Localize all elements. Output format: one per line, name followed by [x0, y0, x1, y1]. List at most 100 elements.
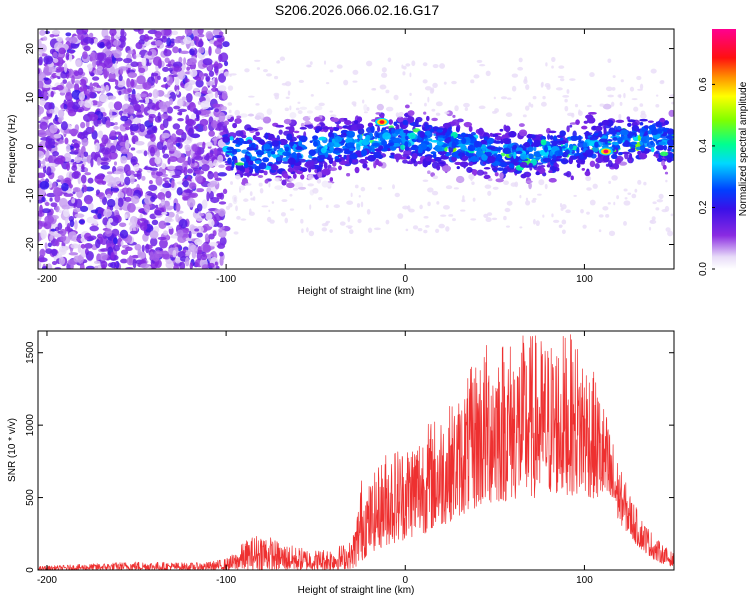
spectrogram-cell	[649, 219, 657, 224]
spectrogram-cell	[427, 96, 430, 103]
spectrogram-cell	[159, 238, 168, 249]
spectrogram-cell	[190, 149, 194, 158]
spectrogram-cell	[84, 172, 92, 176]
spectrogram-cell	[607, 202, 611, 205]
spectrogram-cell	[286, 133, 293, 141]
spectrogram-cell	[318, 196, 323, 201]
spectrogram-cell	[514, 181, 519, 188]
spectrogram-cell	[105, 84, 110, 93]
spectrogram-cell	[262, 116, 271, 124]
spectrogram-cell	[106, 41, 112, 50]
spectrogram-cell	[44, 242, 48, 250]
spectrogram-cell	[563, 172, 570, 177]
spectrogram-cell	[158, 220, 167, 229]
spectrogram-cell	[545, 62, 548, 67]
spectrogram-cell	[199, 118, 209, 126]
spectrogram-cell	[512, 144, 518, 150]
spectrogram-cell	[391, 128, 395, 134]
spectrogram-cell	[292, 173, 297, 179]
spectrogram-cell	[70, 264, 74, 269]
spectrogram-cell	[94, 265, 99, 269]
spectrogram-cell	[116, 31, 121, 37]
spectrogram-cell	[38, 150, 45, 159]
spectrogram-cell	[425, 155, 432, 162]
spectrogram-cell	[392, 142, 401, 147]
spectrogram-cell	[128, 222, 133, 226]
spectrogram-cell	[52, 181, 57, 189]
spectrogram-cell	[605, 86, 613, 92]
spectrogram-cell	[412, 124, 422, 127]
spectrogram-cell	[156, 150, 161, 158]
spectrogram-cell	[287, 167, 294, 173]
spectrogram-cell	[630, 147, 636, 151]
spectrogram-cell	[268, 209, 271, 213]
spectrogram-cell	[382, 129, 389, 133]
spectrogram-cell	[118, 90, 122, 96]
spectrogram-cell	[213, 171, 219, 179]
spectrogram-cell	[639, 144, 646, 152]
spectrogram-cell	[461, 137, 467, 145]
spectrogram-cell	[444, 132, 450, 137]
spectrogram-cell	[173, 169, 182, 176]
spectrogram-cell	[194, 247, 198, 254]
spectrogram-cell	[424, 86, 432, 91]
spectrogram-cell	[181, 96, 187, 102]
spectrogram-cell	[470, 155, 478, 163]
spectrogram-cell	[208, 242, 219, 247]
spectrogram-cell	[279, 56, 286, 61]
spectrogram-cell	[471, 181, 475, 185]
spectrogram-cell	[71, 75, 75, 85]
spectrogram-cell	[236, 118, 241, 124]
spectrogram-cell	[83, 185, 88, 193]
spectrogram-cell	[147, 109, 157, 115]
spectrogram-cell	[203, 73, 209, 77]
spectrogram-cell	[423, 216, 429, 219]
spectrogram-cell	[201, 164, 210, 172]
spectrogram-cell	[304, 124, 312, 127]
spectrogram-cell	[81, 163, 85, 170]
spectrogram-cell	[581, 168, 585, 171]
spectrogram-cell	[283, 118, 292, 125]
spectrogram-cell	[39, 204, 43, 214]
spectrogram-cell	[524, 105, 530, 111]
spectrogram-cell	[219, 192, 225, 200]
spectrogram-cell	[489, 132, 493, 137]
spectrogram-cell	[65, 144, 71, 153]
spectrogram-cell	[233, 139, 241, 143]
spectrogram-cell	[174, 76, 180, 86]
spectrogram-cell	[124, 214, 128, 220]
spectrogram-cell	[117, 197, 124, 208]
spectrogram-cell	[328, 158, 334, 164]
spectrogram-cell	[408, 208, 415, 213]
spectrogram-cell	[38, 89, 42, 98]
spectrogram-cell	[145, 57, 150, 67]
spectrogram-cell	[57, 175, 64, 181]
spectrogram-cell	[284, 107, 290, 112]
spectrogram-cell	[268, 163, 273, 167]
spectrogram-cell	[93, 260, 101, 265]
spectrogram-cell	[659, 151, 669, 157]
spectrogram-cell	[101, 134, 109, 145]
spectrogram-cell	[288, 164, 292, 168]
spectrogram-cell	[422, 179, 429, 182]
spectrogram-cell	[484, 184, 492, 189]
spectrogram-cell	[217, 37, 225, 42]
spectrogram-cell	[189, 182, 197, 190]
spectrogram-cell	[295, 146, 303, 151]
spectrogram-cell	[478, 127, 484, 135]
snr-ytick-label: 1500	[25, 341, 36, 364]
spectrogram-cell	[165, 190, 172, 199]
spectrogram-cell	[59, 228, 67, 236]
spectrogram-cell	[189, 68, 198, 78]
spectrogram-cell	[503, 215, 507, 221]
spectrogram-cell	[459, 152, 463, 160]
spectrogram-cell	[77, 31, 85, 41]
spectrogram-cell	[343, 79, 349, 86]
spectrogram-cell	[101, 264, 107, 269]
spectrogram-cell	[154, 156, 161, 165]
spectrogram-cell	[96, 156, 101, 166]
spectrogram-cell	[367, 154, 376, 162]
spectrogram-cell	[239, 113, 248, 118]
spectrogram-cell	[114, 122, 118, 126]
